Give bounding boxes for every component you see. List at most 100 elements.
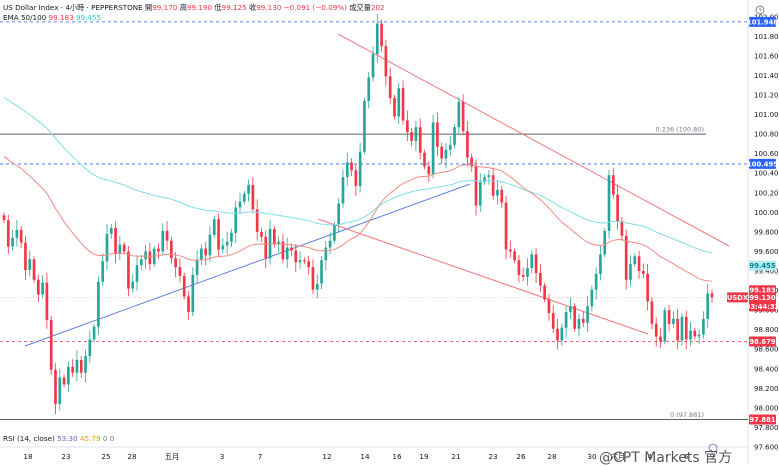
candle-body bbox=[440, 146, 444, 159]
y-tick-label: 97.600 bbox=[754, 444, 779, 452]
candle-body bbox=[659, 336, 662, 342]
candle-body bbox=[281, 241, 285, 260]
candle-body bbox=[581, 318, 585, 323]
candle-body bbox=[161, 230, 165, 252]
candle-body bbox=[54, 369, 57, 404]
candle-body bbox=[135, 265, 139, 282]
candle-body bbox=[49, 319, 53, 370]
candle-body bbox=[187, 296, 190, 313]
rsi-value-3: 0 bbox=[102, 434, 108, 443]
x-tick-label: 9 bbox=[710, 452, 715, 461]
candle-body bbox=[247, 184, 250, 194]
channel-lower-line bbox=[317, 218, 649, 335]
x-tick-label: 14 bbox=[360, 452, 370, 461]
y-tick-label: 99.400 bbox=[754, 268, 779, 276]
candle-body bbox=[547, 299, 551, 314]
x-tick-label: 25 bbox=[101, 452, 110, 461]
candle-body bbox=[427, 166, 431, 175]
watermark-text: @CPT Markets 官方 bbox=[599, 450, 733, 466]
candle-body bbox=[367, 77, 371, 101]
candle-body bbox=[191, 274, 195, 313]
candle-body bbox=[251, 184, 255, 210]
candle-body bbox=[611, 175, 615, 195]
price-label-box bbox=[749, 301, 776, 312]
candle-body bbox=[414, 127, 418, 141]
y-tick-label: 99.800 bbox=[754, 228, 779, 236]
clock-icon[interactable] bbox=[755, 5, 765, 15]
candle-body bbox=[165, 230, 169, 241]
candle-body bbox=[444, 149, 448, 159]
candle-body bbox=[174, 258, 177, 268]
candle-body bbox=[461, 101, 465, 132]
candle-body bbox=[62, 377, 66, 385]
legend-high-label: 高 bbox=[179, 3, 187, 12]
rsi-legend: RSI (14, close) 53.30 45.79 0 0 bbox=[3, 434, 114, 443]
price-label-box bbox=[749, 336, 776, 347]
fib-level-label: 0 (97.881) bbox=[670, 411, 704, 419]
candle-body bbox=[534, 254, 538, 273]
price-label-text: 99.130 bbox=[749, 294, 775, 302]
candle-body bbox=[157, 248, 160, 252]
candle-body bbox=[706, 293, 710, 319]
x-tick-label: 3 bbox=[220, 452, 225, 461]
candle-body bbox=[680, 316, 684, 341]
candle-body bbox=[526, 268, 529, 277]
candle-body bbox=[354, 170, 358, 186]
candle-body bbox=[71, 366, 74, 373]
ema-label[interactable]: EMA 50/100 bbox=[3, 13, 47, 22]
candle-body bbox=[75, 359, 79, 373]
candle-body bbox=[564, 312, 568, 328]
x-tick-label: 7 bbox=[258, 452, 263, 461]
candle-body bbox=[294, 250, 298, 263]
y-tick-label: 98.600 bbox=[754, 346, 779, 354]
y-tick-label: 99.600 bbox=[754, 248, 779, 256]
candle-body bbox=[217, 219, 220, 250]
y-tick-label: 98.200 bbox=[754, 385, 779, 393]
candle-body bbox=[496, 189, 499, 196]
candle-body bbox=[684, 316, 688, 340]
y-tick-label: 100.200 bbox=[754, 189, 779, 197]
candle-body bbox=[710, 293, 714, 298]
candle-body bbox=[170, 240, 173, 259]
price-label-text: 100.495 bbox=[747, 160, 778, 168]
rsi-label[interactable]: RSI (14, close) bbox=[3, 434, 55, 443]
candle-body bbox=[208, 234, 212, 256]
candle-body bbox=[32, 259, 36, 280]
rsi-value-2: 45.79 bbox=[79, 434, 101, 443]
candle-body bbox=[513, 251, 516, 261]
candle-body bbox=[28, 259, 32, 271]
candle-body bbox=[350, 162, 353, 171]
candle-body bbox=[139, 259, 143, 266]
price-label-box bbox=[749, 414, 776, 425]
candle-body bbox=[311, 267, 315, 290]
x-tick-label: 六月 bbox=[611, 452, 625, 461]
candle-body bbox=[371, 53, 375, 78]
candle-body bbox=[101, 261, 105, 282]
x-tick-label: 16 bbox=[392, 452, 402, 461]
candle-body bbox=[689, 330, 692, 340]
x-tick-label: 23 bbox=[488, 452, 497, 461]
candle-body bbox=[521, 274, 525, 277]
x-tick-label: 6 bbox=[684, 452, 689, 461]
price-label-box bbox=[727, 292, 748, 303]
y-tick-label: 100.600 bbox=[754, 150, 779, 158]
candle-body bbox=[118, 244, 122, 254]
candle-body bbox=[491, 175, 495, 196]
legend-symbol[interactable]: US Dollar Index · 4小時 · PEPPERSTONE bbox=[3, 3, 143, 12]
candle-body bbox=[225, 241, 229, 246]
price-label-text: 99.183 bbox=[749, 287, 775, 295]
price-label-text: 99.455 bbox=[749, 262, 775, 270]
channel-upper-line bbox=[337, 33, 730, 247]
price-label-box bbox=[749, 260, 776, 271]
candle-body bbox=[457, 101, 461, 128]
legend-close: 99.130 bbox=[256, 3, 282, 12]
candle-body bbox=[556, 328, 559, 341]
candle-body bbox=[672, 318, 675, 324]
candle-body bbox=[6, 220, 10, 247]
candle-body bbox=[702, 318, 705, 335]
candle-body bbox=[303, 260, 306, 262]
candle-body bbox=[530, 254, 534, 269]
candle-body bbox=[384, 46, 388, 77]
candle-body bbox=[478, 182, 482, 206]
